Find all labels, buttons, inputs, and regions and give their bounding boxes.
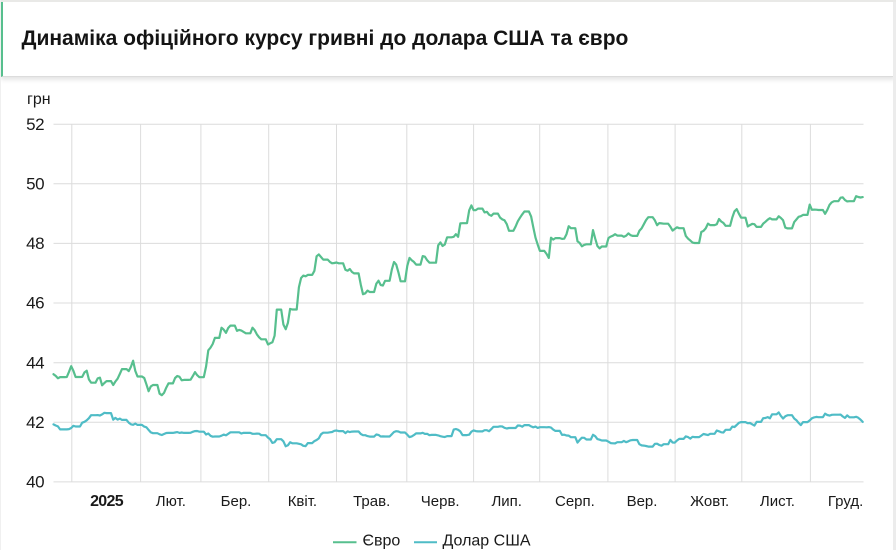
svg-text:42: 42 <box>26 413 44 432</box>
svg-text:грн: грн <box>27 91 51 108</box>
svg-text:Серп.: Серп. <box>555 493 595 510</box>
svg-text:Євро: Євро <box>363 533 401 550</box>
svg-text:Квіт.: Квіт. <box>288 493 317 510</box>
svg-text:Жовт.: Жовт. <box>690 493 729 510</box>
svg-text:Долар США: Долар США <box>443 533 531 550</box>
svg-text:46: 46 <box>26 294 44 313</box>
svg-text:Вер.: Вер. <box>627 493 658 510</box>
svg-text:Бер.: Бер. <box>221 493 252 510</box>
svg-text:Груд.: Груд. <box>828 493 863 510</box>
svg-text:Лист.: Лист. <box>760 493 795 510</box>
svg-text:2025: 2025 <box>90 493 124 510</box>
svg-text:Трав.: Трав. <box>353 493 390 510</box>
svg-text:44: 44 <box>26 353 44 372</box>
svg-text:50: 50 <box>26 175 44 194</box>
svg-text:52: 52 <box>26 115 44 134</box>
svg-text:Лип.: Лип. <box>491 493 522 510</box>
svg-text:48: 48 <box>26 234 44 253</box>
svg-text:40: 40 <box>26 473 44 492</box>
svg-text:Лют.: Лют. <box>156 493 186 510</box>
svg-text:Черв.: Черв. <box>421 493 460 510</box>
